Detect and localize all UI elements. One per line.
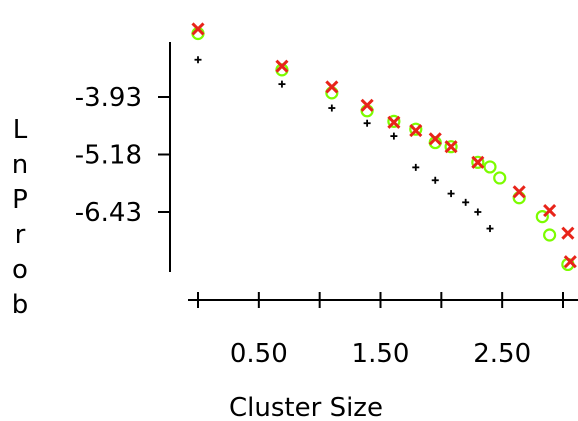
x-marker (563, 255, 577, 269)
y-axis-label-letter: b (12, 290, 29, 320)
x-marker (387, 115, 401, 129)
plus-marker (390, 132, 398, 140)
y-tick-label: -6.43 (75, 198, 142, 228)
y-axis-label-letter: n (12, 150, 28, 180)
plus-marker (474, 208, 482, 216)
plus-marker (328, 104, 336, 112)
y-tick-label: -5.18 (75, 141, 142, 171)
plus-marker (412, 163, 420, 171)
x-marker (275, 59, 289, 73)
plus-marker (431, 176, 439, 184)
y-tick-label: -3.93 (75, 83, 142, 113)
x-marker (444, 140, 458, 154)
x-marker (428, 132, 442, 146)
circle-marker (444, 140, 458, 154)
plus-marker (447, 190, 455, 198)
circle-marker (409, 122, 423, 136)
plus-marker (194, 56, 202, 64)
y-axis-label-letter: r (15, 220, 26, 250)
plus-marker (363, 119, 371, 127)
circle-marker (543, 228, 557, 242)
x-marker (512, 185, 526, 199)
y-axis-label-letter: P (12, 185, 28, 215)
x-marker (561, 226, 575, 240)
x-axis-label: Cluster Size (229, 393, 383, 421)
plus-marker (278, 80, 286, 88)
x-tick-label: 0.50 (230, 339, 288, 369)
x-marker (191, 22, 205, 36)
circle-marker (493, 171, 507, 185)
plus-marker (462, 198, 470, 206)
plus-marker (486, 225, 494, 233)
x-tick-label: 2.50 (473, 339, 531, 369)
circle-marker (535, 210, 549, 224)
circle-marker (471, 155, 485, 169)
x-marker (471, 155, 485, 169)
axes: -3.93 -5.18 -6.43 0.50 1.50 2.50 (75, 42, 578, 369)
x-tick-label: 1.50 (352, 339, 410, 369)
data-marks (191, 22, 577, 272)
y-axis-label-letter: L (13, 115, 28, 145)
circle-marker (387, 114, 401, 128)
y-axis-label-letter: o (12, 255, 28, 285)
x-marker (543, 204, 557, 218)
x-marker (409, 124, 423, 138)
x-marker (360, 98, 374, 112)
x-marker (325, 80, 339, 94)
circle-marker (483, 160, 497, 174)
